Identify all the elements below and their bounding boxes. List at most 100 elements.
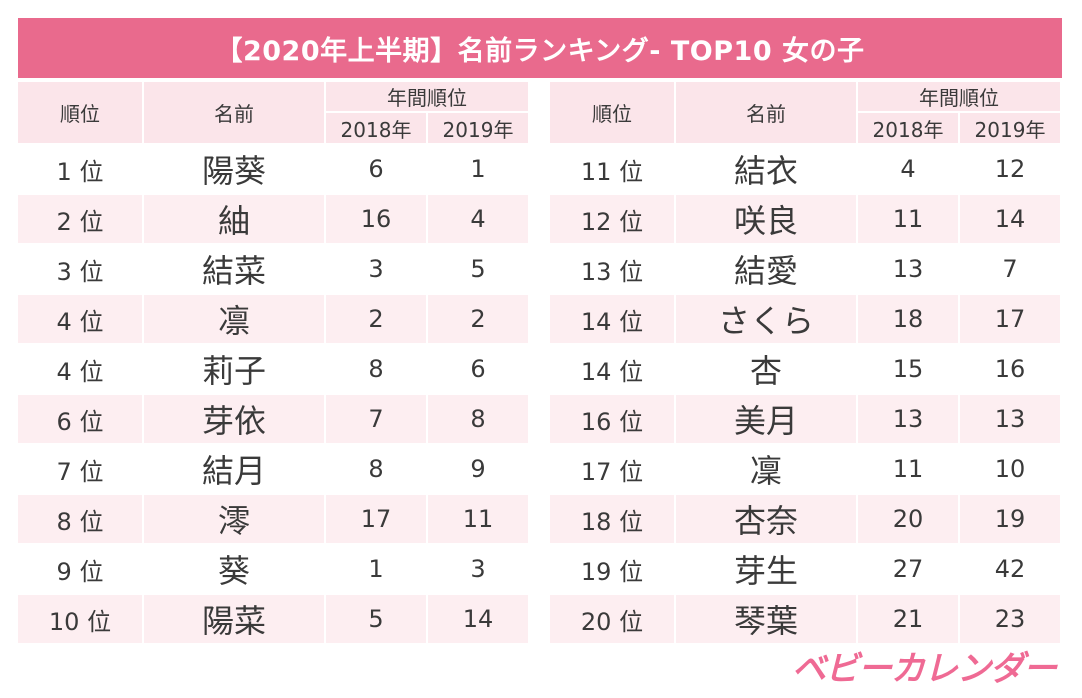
name-cell: 莉子: [144, 345, 324, 393]
ranking-table-right: 順位 名前 年間順位 2018年 2019年 11 位結衣 4 12 12 位咲良 11…: [548, 80, 1062, 645]
rank-2019-cell: 19: [960, 495, 1060, 543]
name-cell: 紬: [144, 195, 324, 243]
rank-2019-cell: 23: [960, 595, 1060, 643]
header-name: 名前: [676, 82, 856, 143]
rank-2018-cell: 4: [858, 145, 958, 193]
rank-2018-cell: 15: [858, 345, 958, 393]
rank-2018-cell: 8: [326, 445, 426, 493]
rank-cell: 4 位: [18, 345, 142, 393]
name-cell: 結衣: [676, 145, 856, 193]
page-title: 【2020年上半期】名前ランキング- TOP10 女の子: [18, 18, 1062, 78]
rank-2018-cell: 13: [858, 245, 958, 293]
rank-2019-cell: 14: [960, 195, 1060, 243]
rank-2018-cell: 17: [326, 495, 426, 543]
table-row: 19 位芽生 27 42: [550, 545, 1060, 593]
table-row: 14 位杏 15 16: [550, 345, 1060, 393]
header-rank: 順位: [550, 82, 674, 143]
table-row: 8 位澪 17 11: [18, 495, 528, 543]
table-row: 13 位結愛 13 7: [550, 245, 1060, 293]
name-cell: 陽葵: [144, 145, 324, 193]
rank-cell: 17 位: [550, 445, 674, 493]
rank-cell: 13 位: [550, 245, 674, 293]
rank-cell: 1 位: [18, 145, 142, 193]
rank-cell: 7 位: [18, 445, 142, 493]
rank-cell: 9 位: [18, 545, 142, 593]
table-row: 6 位芽依 7 8: [18, 395, 528, 443]
name-cell: 葵: [144, 545, 324, 593]
rank-cell: 14 位: [550, 345, 674, 393]
header-2018: 2018年: [326, 113, 426, 143]
header-annual-rank: 年間順位: [858, 82, 1060, 111]
rank-cell: 3 位: [18, 245, 142, 293]
rank-2018-cell: 11: [858, 195, 958, 243]
rank-2018-cell: 18: [858, 295, 958, 343]
rank-cell: 14 位: [550, 295, 674, 343]
table-row: 1 位陽葵 6 1: [18, 145, 528, 193]
rank-2019-cell: 42: [960, 545, 1060, 593]
rank-cell: 16 位: [550, 395, 674, 443]
name-cell: 陽菜: [144, 595, 324, 643]
rank-2019-cell: 9: [428, 445, 528, 493]
rank-cell: 19 位: [550, 545, 674, 593]
header-2018: 2018年: [858, 113, 958, 143]
rank-2019-cell: 4: [428, 195, 528, 243]
rank-2019-cell: 13: [960, 395, 1060, 443]
rank-2019-cell: 16: [960, 345, 1060, 393]
table-row: 17 位凜 11 10: [550, 445, 1060, 493]
rank-cell: 10 位: [18, 595, 142, 643]
rank-2018-cell: 2: [326, 295, 426, 343]
name-cell: 凜: [676, 445, 856, 493]
table-row: 4 位莉子 8 6: [18, 345, 528, 393]
rank-cell: 12 位: [550, 195, 674, 243]
header-2019: 2019年: [428, 113, 528, 143]
rank-2019-cell: 11: [428, 495, 528, 543]
rank-2019-cell: 2: [428, 295, 528, 343]
header-name: 名前: [144, 82, 324, 143]
name-cell: さくら: [676, 295, 856, 343]
name-cell: 澪: [144, 495, 324, 543]
table-row: 14 位さくら 18 17: [550, 295, 1060, 343]
rank-2019-cell: 6: [428, 345, 528, 393]
name-cell: 咲良: [676, 195, 856, 243]
name-cell: 芽生: [676, 545, 856, 593]
rank-2019-cell: 14: [428, 595, 528, 643]
table-row: 16 位美月 13 13: [550, 395, 1060, 443]
table-row: 20 位琴葉 21 23: [550, 595, 1060, 643]
name-cell: 結月: [144, 445, 324, 493]
rank-2018-cell: 8: [326, 345, 426, 393]
rank-cell: 2 位: [18, 195, 142, 243]
table-row: 11 位結衣 4 12: [550, 145, 1060, 193]
rank-2018-cell: 21: [858, 595, 958, 643]
brand-logo: ベビーカレンダー: [792, 649, 1057, 689]
rank-2019-cell: 12: [960, 145, 1060, 193]
rank-cell: 18 位: [550, 495, 674, 543]
rank-2018-cell: 27: [858, 545, 958, 593]
header-rank: 順位: [18, 82, 142, 143]
name-cell: 結菜: [144, 245, 324, 293]
table-row: 10 位陽菜 5 14: [18, 595, 528, 643]
table-row: 3 位結菜 3 5: [18, 245, 528, 293]
rank-2018-cell: 1: [326, 545, 426, 593]
rank-2018-cell: 5: [326, 595, 426, 643]
rank-2019-cell: 3: [428, 545, 528, 593]
table-row: 2 位紬 16 4: [18, 195, 528, 243]
table-row: 18 位杏奈 20 19: [550, 495, 1060, 543]
rank-2019-cell: 8: [428, 395, 528, 443]
name-cell: 凛: [144, 295, 324, 343]
rank-cell: 8 位: [18, 495, 142, 543]
rank-2018-cell: 11: [858, 445, 958, 493]
rank-2019-cell: 1: [428, 145, 528, 193]
table-row: 7 位結月 8 9: [18, 445, 528, 493]
rank-2018-cell: 13: [858, 395, 958, 443]
rank-2018-cell: 3: [326, 245, 426, 293]
rank-cell: 11 位: [550, 145, 674, 193]
rank-cell: 6 位: [18, 395, 142, 443]
name-cell: 結愛: [676, 245, 856, 293]
name-cell: 芽依: [144, 395, 324, 443]
rank-2018-cell: 16: [326, 195, 426, 243]
table-row: 12 位咲良 11 14: [550, 195, 1060, 243]
name-cell: 琴葉: [676, 595, 856, 643]
rank-2018-cell: 7: [326, 395, 426, 443]
